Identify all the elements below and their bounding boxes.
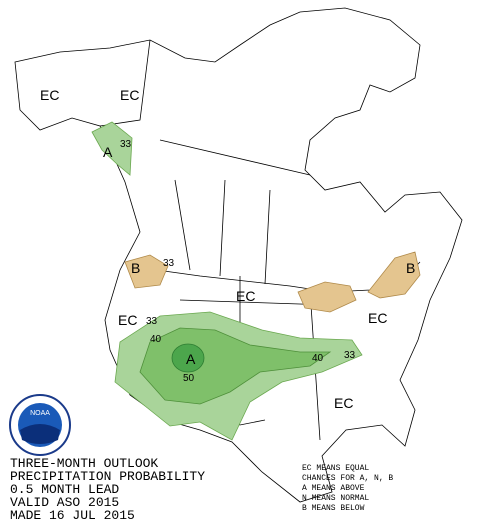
map-label: EC xyxy=(118,312,137,328)
caption-line: VALID ASO 2015 xyxy=(10,495,119,510)
map-label: 33 xyxy=(344,350,356,361)
map-label: 33 xyxy=(120,139,132,150)
noaa-logo: NOAA xyxy=(9,394,71,456)
land-outline xyxy=(14,7,463,503)
map: EC EC A 33 B 33 EC B EC 33 40 A 50 40 33… xyxy=(14,7,463,503)
map-label: 33 xyxy=(163,258,175,269)
legend-line: CHANCES FOR A, N, B xyxy=(302,474,393,483)
below-area-west xyxy=(124,254,169,289)
legend: EC MEANS EQUAL CHANCES FOR A, N, B A MEA… xyxy=(302,464,393,513)
logo-wave xyxy=(20,424,60,444)
map-label: EC xyxy=(40,87,59,103)
map-label: EC xyxy=(334,395,353,411)
below-area-lakes xyxy=(297,281,357,313)
map-label: EC xyxy=(120,87,139,103)
below-area-northeast xyxy=(367,251,421,299)
caption-line: MADE 16 JUL 2015 xyxy=(10,508,135,523)
map-label: EC xyxy=(236,288,255,304)
legend-line: B MEANS BELOW xyxy=(302,504,365,513)
legend-line: A MEANS ABOVE xyxy=(302,484,365,493)
alaska-above-area xyxy=(91,121,133,176)
map-label: EC xyxy=(368,310,387,326)
above-50-area xyxy=(171,343,205,373)
map-label: A xyxy=(103,144,113,160)
map-label: 40 xyxy=(312,353,324,364)
map-label: 40 xyxy=(150,334,162,345)
legend-line: EC MEANS EQUAL xyxy=(302,464,369,473)
map-label: B xyxy=(406,260,415,276)
logo-text: NOAA xyxy=(30,410,50,417)
caption: THREE-MONTH OUTLOOK PRECIPITATION PROBAB… xyxy=(10,456,205,523)
map-label: B xyxy=(131,260,140,276)
legend-line: N MEANS NORMAL xyxy=(302,494,369,503)
map-label: 50 xyxy=(183,373,195,384)
map-label: A xyxy=(186,351,196,367)
map-label: 33 xyxy=(146,316,158,327)
caption-line: PRECIPITATION PROBABILITY xyxy=(10,469,205,484)
caption-line: 0.5 MONTH LEAD xyxy=(10,482,119,497)
caption-line: THREE-MONTH OUTLOOK xyxy=(10,456,158,471)
